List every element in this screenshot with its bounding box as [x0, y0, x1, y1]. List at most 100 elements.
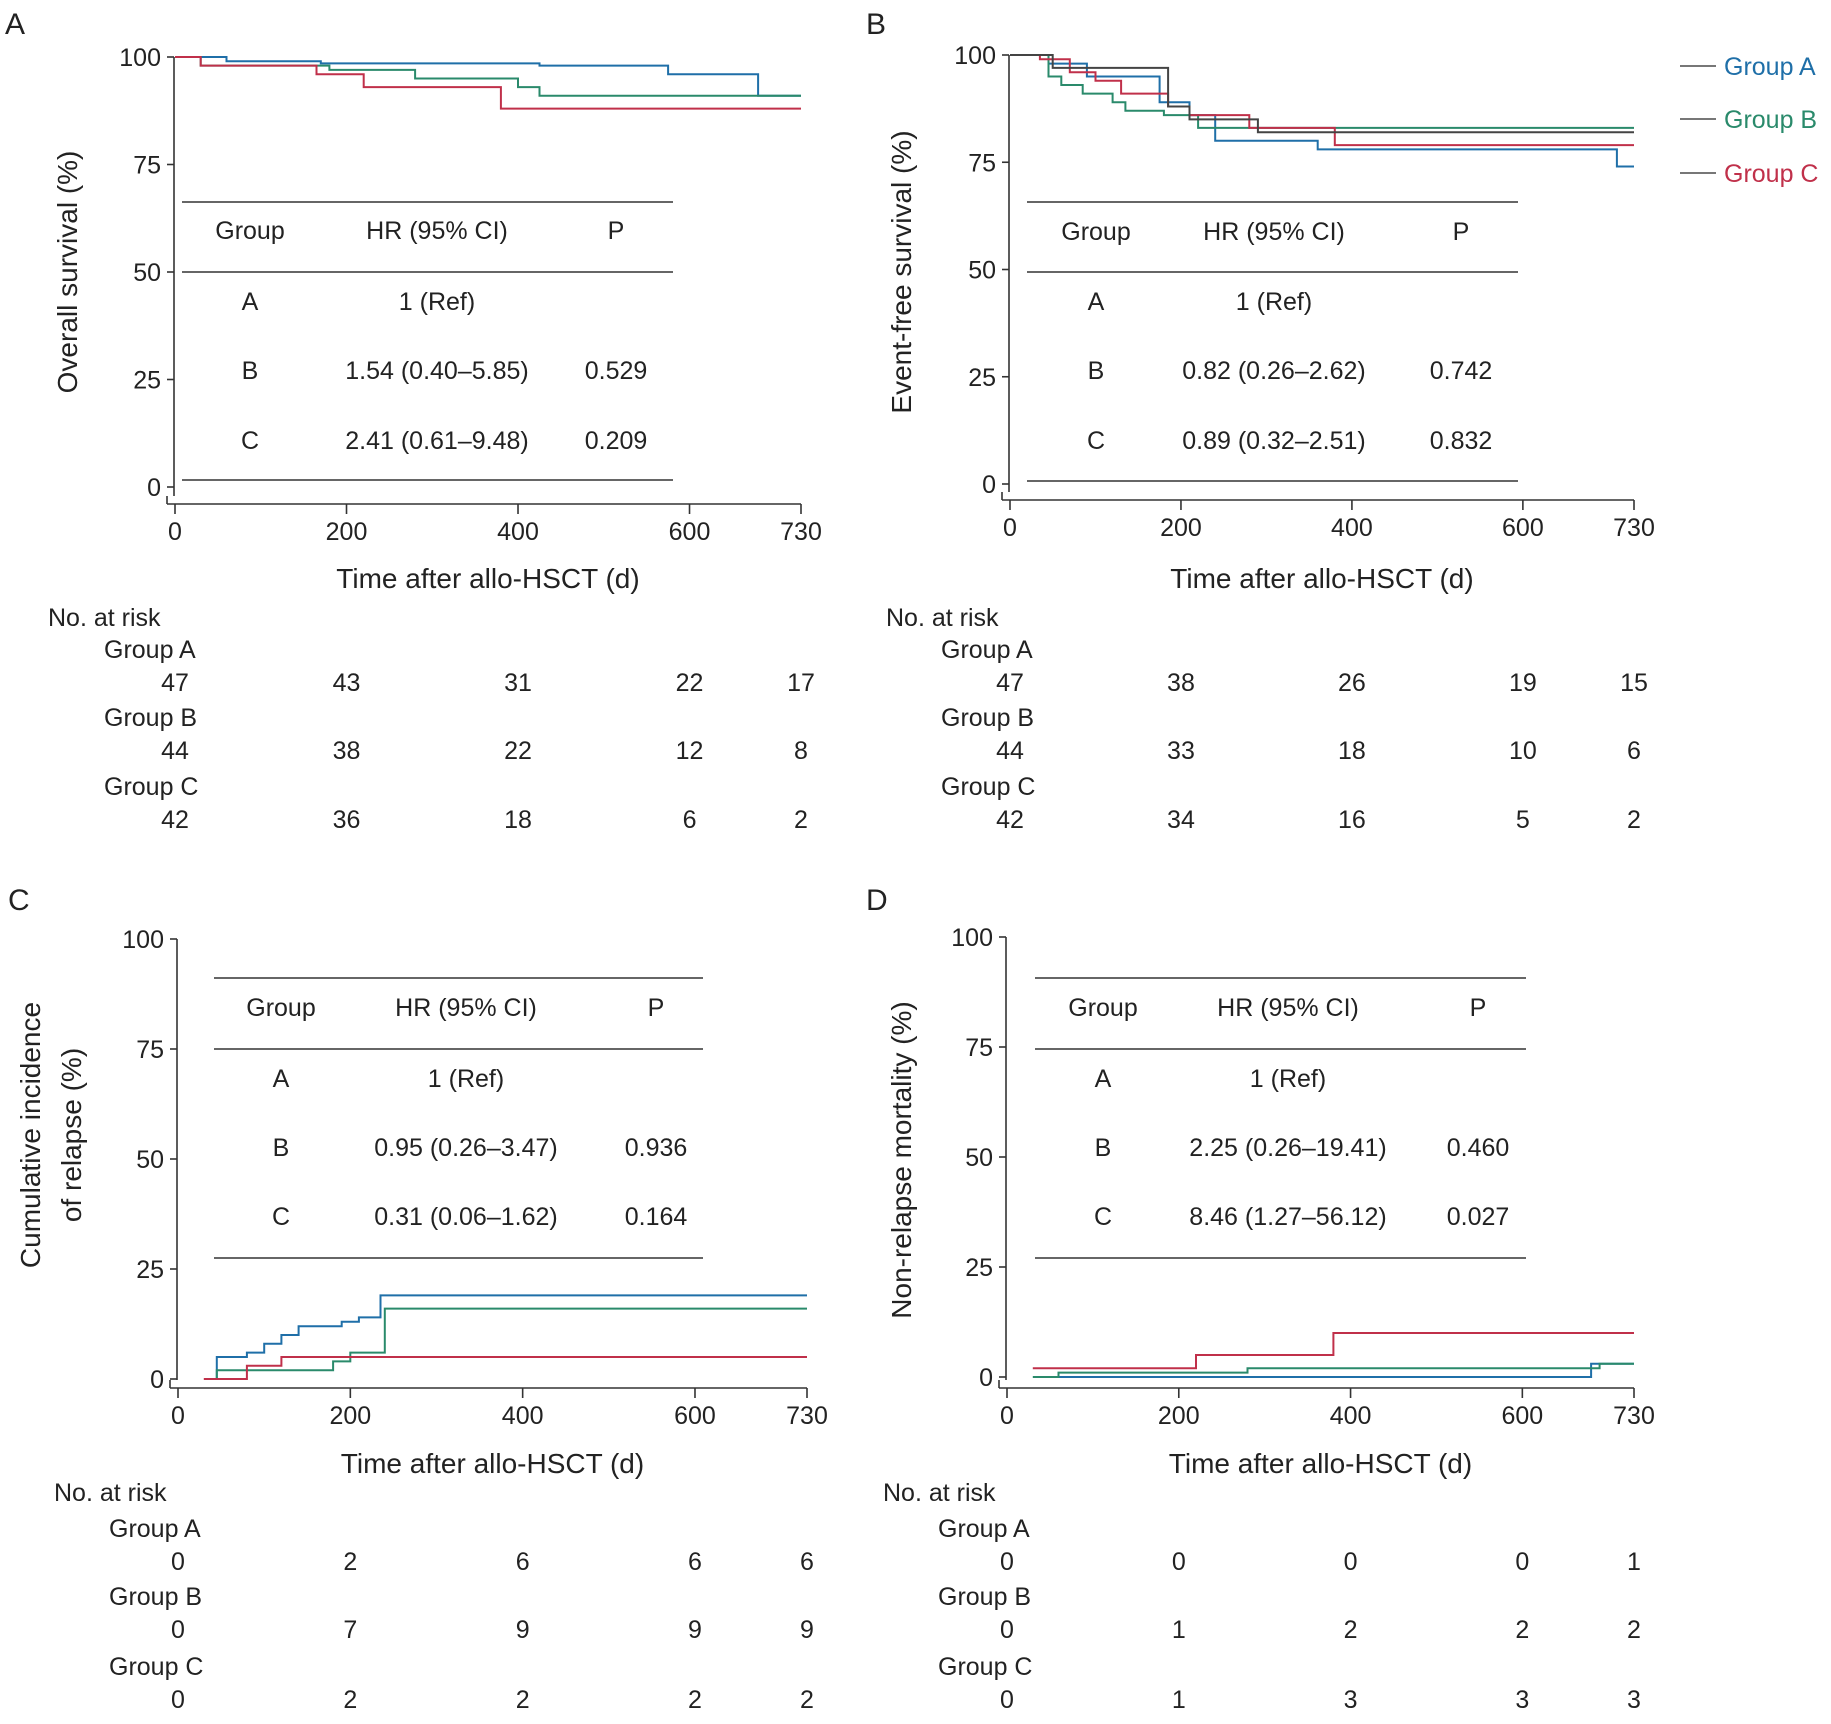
x-axis-title: Time after allo-HSCT (d)	[341, 1448, 644, 1479]
risk-value: 3	[1344, 1686, 1358, 1714]
risk-value: 6	[683, 806, 697, 834]
table-cell-hr: 2.25 (0.26–19.41)	[1189, 1134, 1386, 1162]
risk-value: 18	[504, 806, 532, 834]
risk-value: 9	[688, 1616, 702, 1644]
y-tick-label: 75	[136, 1036, 164, 1064]
series-line-group-c	[1032, 1332, 1634, 1370]
risk-value: 43	[333, 669, 361, 697]
x-tick-label: 0	[1000, 1402, 1014, 1430]
legend-label: Group C	[1724, 160, 1818, 188]
risk-value: 6	[1627, 737, 1641, 765]
risk-value: 31	[504, 669, 532, 697]
x-tick-label: 730	[780, 518, 822, 546]
risk-value: 1	[1627, 1548, 1641, 1576]
risk-group-label: Group A	[938, 1515, 1030, 1543]
table-header-hr: HR (95% CI)	[366, 217, 508, 245]
x-tick-label: 0	[1003, 514, 1017, 542]
risk-group-label: Group C	[109, 1653, 203, 1681]
risk-value: 42	[161, 806, 189, 834]
x-tick-label: 400	[502, 1402, 544, 1430]
panel-letter: D	[866, 884, 888, 917]
table-cell-group: B	[1095, 1134, 1112, 1162]
risk-group-label: Group B	[104, 704, 197, 732]
x-tick-label: 600	[1501, 1402, 1543, 1430]
table-cell-group: C	[272, 1203, 290, 1231]
y-tick-label: 50	[965, 1144, 993, 1172]
table-cell-hr: 1 (Ref)	[1236, 288, 1312, 316]
table-header-p: P	[608, 217, 625, 245]
y-tick-label: 50	[133, 259, 161, 287]
y-tick-label: 0	[982, 471, 996, 499]
risk-value: 26	[1338, 669, 1366, 697]
table-cell-p: 0.742	[1430, 357, 1493, 385]
legend-label: Group A	[1724, 53, 1816, 81]
x-tick-label: 400	[1330, 1402, 1372, 1430]
risk-group-label: Group B	[941, 704, 1034, 732]
y-tick-label: 100	[954, 42, 996, 70]
risk-value: 0	[1000, 1548, 1014, 1576]
table-cell-p: 0.460	[1447, 1134, 1510, 1162]
table-cell-p: 0.529	[585, 357, 648, 385]
x-tick-label: 0	[171, 1402, 185, 1430]
risk-value: 12	[676, 737, 704, 765]
risk-value: 15	[1620, 669, 1648, 697]
table-cell-group: A	[1088, 288, 1105, 316]
risk-value: 3	[1515, 1686, 1529, 1714]
risk-value: 44	[996, 737, 1024, 765]
series-line-group-c	[175, 56, 801, 110]
table-header-group: Group	[1068, 994, 1137, 1022]
x-tick-label: 200	[329, 1402, 371, 1430]
table-cell-p: 0.832	[1430, 427, 1493, 455]
risk-value: 1	[1172, 1686, 1186, 1714]
risk-value: 0	[171, 1686, 185, 1714]
x-tick-label: 730	[1613, 514, 1655, 542]
series-line-group-b	[1032, 1362, 1634, 1378]
table-cell-hr: 0.89 (0.32–2.51)	[1182, 427, 1365, 455]
table-cell-hr: 1 (Ref)	[1250, 1065, 1326, 1093]
risk-group-label: Group A	[104, 636, 196, 664]
x-tick-label: 600	[669, 518, 711, 546]
risk-header: No. at risk	[54, 1479, 167, 1507]
risk-group-label: Group C	[104, 773, 198, 801]
risk-value: 36	[333, 806, 361, 834]
table-header-group: Group	[1061, 218, 1130, 246]
y-axis-title: Cumulative incidence	[15, 1002, 46, 1268]
panel-letter: B	[866, 8, 886, 41]
table-cell-p: 0.936	[625, 1134, 688, 1162]
risk-value: 2	[800, 1686, 814, 1714]
risk-value: 22	[676, 669, 704, 697]
y-axis-title: Event-free survival (%)	[886, 130, 917, 413]
x-tick-label: 200	[326, 518, 368, 546]
x-axis-title: Time after allo-HSCT (d)	[1169, 1448, 1472, 1479]
y-tick-label: 0	[979, 1364, 993, 1392]
y-tick-label: 100	[122, 926, 164, 954]
y-tick-label: 100	[119, 44, 161, 72]
x-tick-label: 200	[1158, 1402, 1200, 1430]
risk-value: 33	[1167, 737, 1195, 765]
risk-value: 0	[1344, 1548, 1358, 1576]
x-tick-label: 0	[168, 518, 182, 546]
risk-value: 10	[1509, 737, 1537, 765]
risk-header: No. at risk	[886, 604, 999, 632]
table-cell-group: A	[242, 288, 259, 316]
risk-value: 47	[996, 669, 1024, 697]
risk-value: 2	[1515, 1616, 1529, 1644]
risk-group-label: Group B	[938, 1583, 1031, 1611]
x-tick-label: 600	[674, 1402, 716, 1430]
x-tick-label: 600	[1502, 514, 1544, 542]
risk-value: 22	[504, 737, 532, 765]
y-axis-title: Overall survival (%)	[52, 151, 83, 394]
series-line-group-a	[215, 1294, 807, 1379]
series-line-group-b	[215, 1307, 807, 1379]
y-tick-label: 25	[965, 1254, 993, 1282]
risk-group-label: Group C	[938, 1653, 1032, 1681]
risk-value: 2	[1627, 806, 1641, 834]
table-cell-group: C	[1094, 1203, 1112, 1231]
risk-value: 2	[688, 1686, 702, 1714]
risk-header: No. at risk	[48, 604, 161, 632]
table-header-group: Group	[215, 217, 284, 245]
risk-value: 3	[1627, 1686, 1641, 1714]
